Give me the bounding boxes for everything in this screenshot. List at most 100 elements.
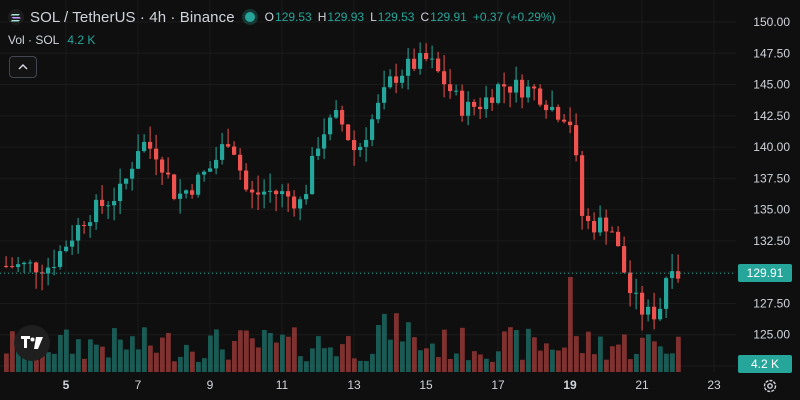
candle-body xyxy=(340,110,345,125)
volume-bar xyxy=(142,327,147,372)
volume-bar xyxy=(580,353,585,372)
price-axis[interactable] xyxy=(736,0,800,372)
volume-bar xyxy=(22,353,27,372)
price-tick-label: 135.00 xyxy=(753,203,790,217)
volume-bar xyxy=(256,347,261,372)
candle-body xyxy=(190,190,195,195)
candle-body xyxy=(208,168,213,172)
volume-bar xyxy=(40,355,45,372)
volume-bar xyxy=(100,346,105,372)
volume-bar xyxy=(520,359,525,372)
candle-body xyxy=(172,174,177,199)
candle-body xyxy=(118,183,123,202)
price-tick-label: 132.50 xyxy=(753,234,790,248)
volume-bar xyxy=(334,356,339,372)
volume-bar xyxy=(76,339,81,372)
volume-bar xyxy=(214,329,219,372)
candle-body xyxy=(592,221,597,233)
symbol-title[interactable]: SOL / TetherUS · 4h · Binance xyxy=(30,8,235,26)
volume-bar xyxy=(298,356,303,372)
price-tick-label: 125.00 xyxy=(753,328,790,342)
volume-bar xyxy=(418,350,423,372)
candle-body xyxy=(142,141,147,152)
candle-body xyxy=(274,190,279,195)
candle-body xyxy=(514,79,519,93)
price-tick-label: 145.00 xyxy=(753,78,790,92)
volume-bar xyxy=(262,329,267,372)
volume-bar xyxy=(394,313,399,372)
volume-bar xyxy=(280,334,285,372)
collapse-legend-button[interactable] xyxy=(9,56,37,78)
volume-bar xyxy=(250,338,255,372)
chart-area[interactable]: 150.00 147.50 145.00 142.50 140.00 137.50 135.… xyxy=(0,0,790,392)
candle-body xyxy=(484,97,489,110)
date-tick-label: 7 xyxy=(135,378,142,392)
candle-body xyxy=(442,71,447,85)
chart-legend: SOL / TetherUS · 4h · Binance O129.53 H1… xyxy=(8,6,556,28)
volume-bar xyxy=(640,337,645,372)
volume-bar xyxy=(424,348,429,372)
date-tick-label: 17 xyxy=(491,378,505,392)
volume-bar xyxy=(172,361,177,372)
volume-bar xyxy=(412,337,417,372)
candle-body xyxy=(448,84,453,92)
candle-body xyxy=(394,76,399,83)
volume-bar xyxy=(4,353,9,372)
volume-bar xyxy=(514,330,519,372)
volume-bar xyxy=(124,349,129,372)
candle-body xyxy=(430,58,435,60)
date-tick-label: 19 xyxy=(563,378,577,392)
volume-bar xyxy=(472,351,477,372)
candle-body xyxy=(250,189,255,193)
candle-body xyxy=(562,119,567,122)
candle-body xyxy=(424,53,429,60)
volume-bar xyxy=(202,358,207,372)
candle-body xyxy=(670,271,675,279)
volume-bar xyxy=(238,330,243,372)
volume-bar xyxy=(436,357,441,372)
volume-bar xyxy=(160,337,165,372)
candle-body xyxy=(148,141,153,149)
gear-icon[interactable] xyxy=(761,377,779,395)
candle-body xyxy=(316,148,321,156)
current-volume-label: 4.2 K xyxy=(738,355,792,373)
tradingview-logo-icon xyxy=(21,336,43,349)
candle-body xyxy=(124,178,129,184)
candle-body xyxy=(106,205,111,207)
candle-body xyxy=(496,84,501,103)
volume-bar xyxy=(46,352,51,372)
candle-body xyxy=(400,75,405,83)
date-tick-label: 21 xyxy=(635,378,649,392)
volume-bar xyxy=(502,331,507,372)
candle-body xyxy=(454,90,459,92)
volume-bar xyxy=(562,347,567,372)
volume-bar xyxy=(184,344,189,372)
volume-bar xyxy=(244,330,249,372)
volume-bar xyxy=(460,327,465,372)
volume-bar xyxy=(310,348,315,372)
volume-bar xyxy=(226,359,231,372)
volume-value: 4.2 K xyxy=(67,33,96,47)
volume-label[interactable]: Vol · SOL xyxy=(8,33,60,47)
candle-body xyxy=(532,86,537,89)
candle-body xyxy=(550,106,555,111)
date-tick-label: 11 xyxy=(276,378,289,392)
volume-bar xyxy=(622,334,627,372)
volume-bar xyxy=(388,339,393,372)
volume-bar xyxy=(454,353,459,372)
volume-bar xyxy=(346,336,351,372)
candle-body xyxy=(358,146,363,151)
volume-bar xyxy=(592,354,597,372)
tradingview-logo xyxy=(14,325,50,361)
candle-body xyxy=(262,191,267,195)
candle-body xyxy=(322,134,327,149)
volume-bar xyxy=(550,349,555,372)
candle-body xyxy=(586,215,591,222)
volume-bar xyxy=(484,358,489,372)
candle-body xyxy=(634,292,639,294)
candle-body xyxy=(652,306,657,320)
volume-bar xyxy=(556,350,561,372)
candle-body xyxy=(100,199,105,206)
candle-body xyxy=(346,124,351,141)
